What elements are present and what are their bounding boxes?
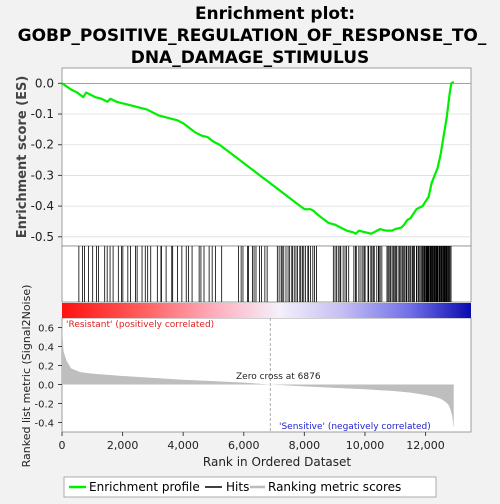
resistant-label: 'Resistant' (positively correlated) bbox=[66, 320, 214, 330]
metric-ylabel: Ranked list metric (Signal2Noise) bbox=[20, 285, 33, 468]
metric-tick-label: -0.2 bbox=[34, 400, 54, 411]
legend-hits-label: Hits bbox=[226, 480, 249, 494]
metric-panel bbox=[61, 317, 472, 433]
es-tick-label: -0.4 bbox=[31, 199, 54, 213]
metric-tick-label: 0.0 bbox=[38, 381, 54, 392]
chart-title-line-1: Enrichment plot: bbox=[195, 4, 355, 24]
x-tick-label: 8,000 bbox=[289, 439, 321, 452]
es-tick-label: -0.1 bbox=[31, 107, 54, 121]
x-tick-label: 10,000 bbox=[346, 439, 385, 452]
es-panel bbox=[61, 67, 472, 247]
x-tick-label: 12,000 bbox=[406, 439, 445, 452]
metric-tick-label: 0.2 bbox=[38, 362, 54, 373]
es-tick-label: -0.5 bbox=[31, 230, 54, 244]
sensitive-label: 'Sensitive' (negatively correlated) bbox=[279, 422, 431, 432]
es-ylabel: Enrichment score (ES) bbox=[15, 76, 30, 239]
legend-metric-label: Ranking metric scores bbox=[268, 480, 401, 494]
zero-cross-label: Zero cross at 6876 bbox=[236, 372, 321, 382]
metric-tick-label: -0.4 bbox=[34, 419, 54, 430]
es-tick-label: 0.0 bbox=[35, 76, 54, 90]
x-tick-label: 6,000 bbox=[228, 439, 260, 452]
es-tick-label: -0.2 bbox=[31, 138, 54, 152]
x-tick-label: 4,000 bbox=[167, 439, 199, 452]
metric-tick-label: 0.6 bbox=[38, 324, 54, 335]
es-tick-label: -0.3 bbox=[31, 168, 54, 182]
chart-title-line-2: GOBP_POSITIVE_REGULATION_OF_RESPONSE_TO_ bbox=[18, 26, 487, 46]
x-tick-label: 0 bbox=[59, 439, 66, 452]
x-tick-label: 2,000 bbox=[107, 439, 139, 452]
hits-panel bbox=[61, 245, 472, 303]
x-axis-label: Rank in Ordered Dataset bbox=[203, 455, 351, 469]
es-curve bbox=[61, 80, 455, 235]
legend-es-label: Enrichment profile bbox=[89, 480, 200, 494]
rank-color-bar bbox=[62, 303, 471, 318]
chart-title-line-3: DNA_DAMAGE_STIMULUS bbox=[131, 48, 370, 68]
metric-tick-label: 0.4 bbox=[38, 343, 54, 354]
